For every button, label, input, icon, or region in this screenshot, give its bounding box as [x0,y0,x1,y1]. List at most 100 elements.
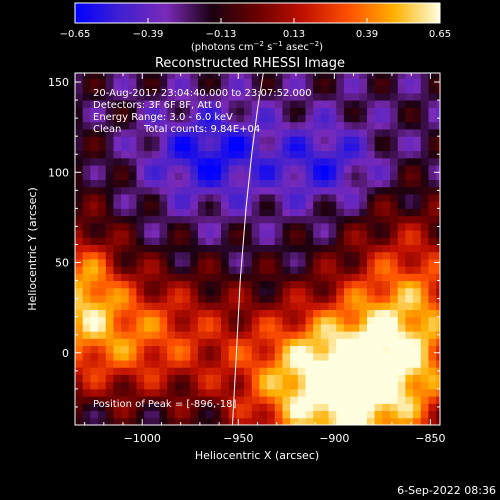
heatmap-cell [397,280,406,289]
heatmap-cell [259,338,268,347]
heatmap-cell [259,100,268,108]
heatmap-cell [113,179,122,188]
heatmap-cell [144,258,153,267]
heatmap-cell [190,273,199,282]
heatmap-cell [374,352,383,361]
heatmap-cell [305,208,314,217]
heatmap-cell [367,114,376,123]
heatmap-cell [290,215,299,224]
heatmap-cell [397,100,406,108]
heatmap-cell [390,309,399,318]
heatmap-cell [274,323,283,332]
heatmap-cell [328,193,337,202]
heatmap-cell [251,417,260,425]
heatmap-cell [374,107,383,116]
heatmap-cell [413,121,422,130]
heatmap-cell [367,316,376,325]
heatmap-cell [236,338,245,347]
heatmap-cell [105,121,114,130]
heatmap-cell [151,201,161,209]
heatmap-cell [313,107,322,116]
heatmap-cell [313,352,322,361]
heatmap-cell [320,258,330,267]
heatmap-cell [221,150,230,159]
heatmap-cell [328,302,337,310]
heatmap-cell [305,266,314,274]
heatmap-cell [197,92,207,101]
heatmap-cell [136,367,145,375]
heatmap-cell [436,410,440,419]
heatmap-cell [374,244,383,253]
heatmap-cell [390,92,399,101]
heatmap-cell [382,266,391,274]
heatmap-cell [213,287,222,296]
heatmap-cell [105,143,114,152]
y-tick-label: 50 [55,257,69,270]
heatmap-cell [236,345,245,354]
heatmap-cell [359,251,368,260]
heatmap-cell [190,266,199,274]
heatmap-cell [205,157,214,166]
heatmap-cell [382,352,391,361]
heatmap-cell [151,280,161,289]
heatmap-cell [413,374,422,383]
heatmap-cell [75,121,84,130]
heatmap-cell [121,295,130,303]
heatmap-cell [405,273,414,282]
heatmap-cell [174,215,184,224]
heatmap-cell [320,345,330,354]
heatmap-cell [420,100,429,108]
heatmap-cell [359,208,368,217]
heatmap-cell [236,107,245,116]
heatmap-cell [320,193,330,202]
heatmap-cell [167,396,176,404]
heatmap-cell [336,403,345,412]
heatmap-cell [182,230,191,238]
heatmap-cell [267,128,276,137]
heatmap-cell [320,201,330,209]
heatmap-cell [205,280,214,289]
heatmap-cell [290,150,299,159]
heatmap-cell [121,136,130,144]
heatmap-cell [413,287,422,296]
heatmap-cell [351,295,360,303]
heatmap-cell [128,179,137,188]
heatmap-cell [128,128,137,137]
heatmap-cell [343,92,353,101]
heatmap-cell [90,316,99,325]
heatmap-cell [374,338,383,347]
heatmap-cell [274,273,283,282]
heatmap-cell [167,309,176,318]
heatmap-cell [297,165,307,173]
heatmap-cell [144,215,153,224]
heatmap-cell [190,287,199,296]
heatmap-cell [128,266,137,274]
heatmap-cell [343,201,353,209]
heatmap-cell [397,215,406,224]
heatmap-cell [282,237,291,245]
heatmap-cell [274,396,283,404]
heatmap-cell [397,114,406,123]
heatmap-cell [428,251,437,260]
heatmap-cell [90,410,99,419]
heatmap-cell [405,396,414,404]
heatmap-cell [328,121,337,130]
heatmap-cell [128,73,137,79]
heatmap-cell [351,78,360,87]
heatmap-cell [282,417,291,425]
heatmap-cell [136,215,145,224]
heatmap-cell [105,367,114,375]
heatmap-cell [320,244,330,253]
heatmap-cell [205,73,214,79]
heatmap-cell [336,100,345,108]
heatmap-cell [405,316,414,325]
heatmap-cell [305,323,314,332]
heatmap-cell [305,417,314,425]
heatmap-cell [213,266,222,274]
heatmap-cell [167,266,176,274]
heatmap-cell [251,165,260,173]
heatmap-cell [98,345,107,354]
heatmap-cell [313,316,322,325]
heatmap-cell [144,201,153,209]
heatmap-cell [121,360,130,368]
